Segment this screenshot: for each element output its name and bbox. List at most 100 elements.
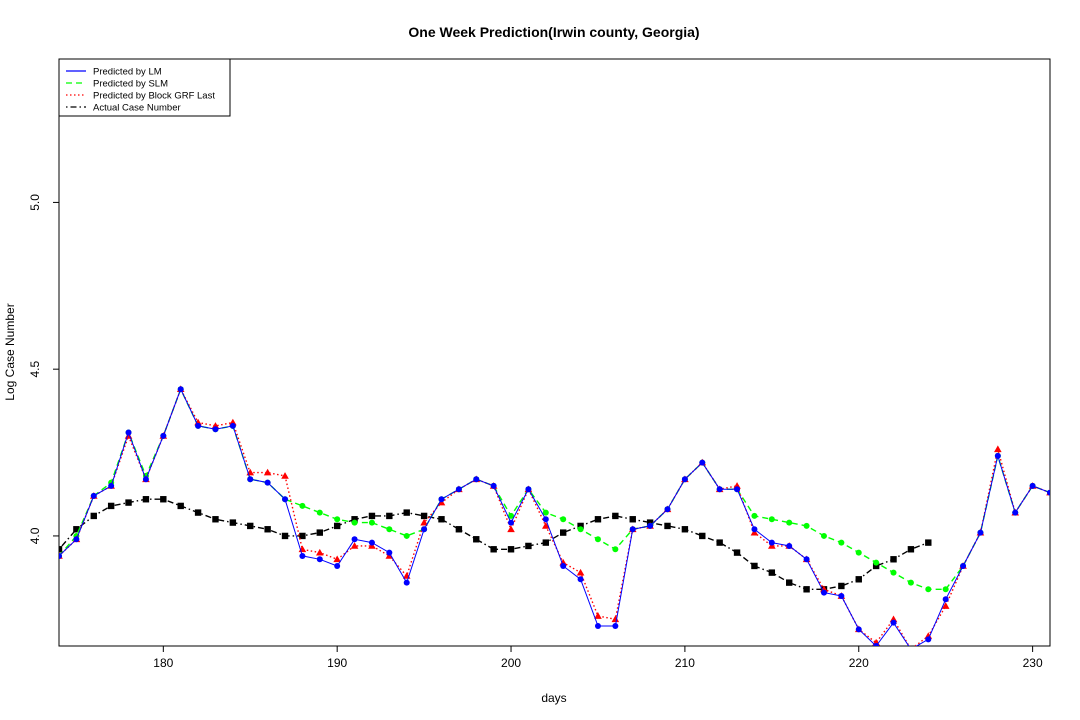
data-point-predicted-by-lm: [421, 526, 428, 533]
series-line-predicted-by-block-grf-last: [59, 387, 1050, 646]
data-point-actual-case-number: [803, 586, 810, 593]
data-point-predicted-by-lm: [542, 516, 549, 523]
x-axis: 180 190 200 210 220 230: [153, 646, 1043, 670]
data-point-predicted-by-slm: [942, 586, 949, 593]
data-point-predicted-by-lm: [699, 459, 706, 466]
data-point-predicted-by-lm: [229, 422, 236, 429]
data-point-predicted-by-lm: [299, 552, 306, 559]
data-point-actual-case-number: [751, 562, 758, 570]
data-point-predicted-by-lm: [925, 636, 932, 643]
data-point-actual-case-number: [872, 562, 880, 570]
data-point-predicted-by-slm: [508, 512, 515, 519]
data-point-actual-case-number: [73, 526, 80, 533]
data-point-actual-case-number: [229, 519, 237, 526]
data-point-predicted-by-slm: [403, 532, 410, 539]
data-point-actual-case-number: [699, 532, 706, 540]
data-point-actual-case-number: [612, 512, 619, 520]
data-point-predicted-by-lm: [664, 506, 671, 513]
series-line-predicted-by-slm: [59, 387, 1050, 590]
series-line-actual-case-number: [59, 498, 929, 590]
data-point-predicted-by-lm: [577, 576, 584, 583]
data-point-actual-case-number: [838, 582, 845, 590]
data-point-predicted-by-lm: [873, 643, 880, 646]
data-point-predicted-by-lm: [734, 486, 741, 493]
x-tick-label: 210: [675, 656, 695, 670]
data-point-actual-case-number: [160, 496, 167, 503]
data-point-predicted-by-lm: [334, 562, 341, 569]
data-point-predicted-by-slm: [594, 536, 601, 543]
data-point-predicted-by-lm: [351, 536, 358, 543]
data-point-predicted-by-lm: [473, 476, 480, 483]
data-point-predicted-by-lm: [125, 429, 132, 436]
data-point-actual-case-number: [333, 522, 341, 530]
x-tick-label: 180: [153, 656, 173, 670]
data-point-actual-case-number: [559, 529, 567, 536]
data-point-actual-case-number: [177, 502, 184, 510]
data-point-actual-case-number: [90, 512, 97, 520]
data-point-predicted-by-lm: [855, 626, 862, 633]
data-point-predicted-by-lm: [1012, 509, 1019, 516]
y-tick-label: 5.0: [28, 194, 42, 211]
legend-label-predicted-by-slm: Predicted by SLM: [93, 79, 168, 90]
data-point-predicted-by-slm: [907, 579, 914, 586]
data-point-actual-case-number: [59, 546, 63, 553]
data-point-predicted-by-lm: [942, 596, 949, 603]
data-point-actual-case-number: [125, 499, 132, 506]
data-point-predicted-by-slm: [316, 509, 323, 516]
y-axis: 4.0 4.5 5.0: [28, 194, 59, 544]
data-point-predicted-by-block-grf-last: [576, 568, 585, 576]
data-point-predicted-by-lm: [264, 479, 271, 486]
data-point-actual-case-number: [542, 539, 550, 546]
data-point-actual-case-number: [664, 522, 671, 530]
data-point-predicted-by-slm: [820, 532, 827, 539]
data-point-predicted-by-block-grf-last: [420, 518, 428, 526]
data-point-predicted-by-lm: [560, 562, 567, 569]
data-point-predicted-by-slm: [612, 546, 619, 553]
data-point-actual-case-number: [264, 526, 271, 533]
data-point-predicted-by-slm: [925, 586, 932, 593]
data-point-actual-case-number: [577, 522, 584, 530]
series-predicted-by-slm: [59, 386, 1050, 593]
chart-title: One Week Prediction(Irwin county, Georgi…: [408, 24, 699, 40]
data-point-predicted-by-block-grf-last: [350, 542, 359, 549]
data-point-predicted-by-lm: [282, 496, 289, 503]
data-point-predicted-by-block-grf-last: [910, 645, 912, 646]
y-tick-label: 4.5: [28, 361, 42, 378]
data-point-actual-case-number: [351, 516, 358, 523]
data-point-predicted-by-lm: [890, 619, 897, 626]
data-point-predicted-by-slm: [890, 569, 897, 576]
x-tick-label: 220: [849, 656, 869, 670]
data-point-actual-case-number: [316, 529, 323, 536]
data-point-predicted-by-slm: [577, 526, 584, 533]
data-point-predicted-by-lm: [629, 526, 636, 533]
data-point-predicted-by-lm: [142, 476, 149, 483]
data-point-predicted-by-lm: [786, 542, 793, 549]
x-tick-label: 200: [501, 656, 521, 670]
data-point-actual-case-number: [368, 512, 376, 520]
data-point-predicted-by-block-grf-last: [333, 555, 341, 563]
x-tick-label: 190: [327, 656, 347, 670]
x-tick-label: 230: [1023, 656, 1043, 670]
data-point-predicted-by-lm: [838, 592, 845, 599]
data-point-predicted-by-block-grf-last: [941, 602, 950, 609]
data-point-actual-case-number: [212, 516, 219, 523]
data-point-predicted-by-lm: [647, 522, 654, 529]
data-point-actual-case-number: [420, 512, 428, 520]
series-predicted-by-block-grf-last: [59, 385, 1050, 646]
data-point-actual-case-number: [594, 516, 602, 523]
data-point-predicted-by-lm: [768, 539, 775, 546]
data-point-actual-case-number: [890, 556, 897, 563]
data-point-predicted-by-slm: [803, 522, 810, 529]
data-point-predicted-by-lm: [977, 529, 984, 536]
data-point-actual-case-number: [403, 509, 410, 516]
data-point-predicted-by-block-grf-last: [611, 615, 620, 623]
data-point-actual-case-number: [490, 546, 497, 553]
data-point-actual-case-number: [733, 549, 741, 556]
data-point-predicted-by-slm: [542, 509, 549, 516]
data-point-predicted-by-lm: [316, 556, 323, 563]
data-point-predicted-by-lm: [820, 589, 827, 596]
data-point-actual-case-number: [281, 532, 289, 540]
data-point-predicted-by-lm: [751, 526, 758, 533]
